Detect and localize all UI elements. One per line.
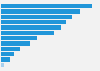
Bar bbox=[1, 52, 14, 56]
Bar bbox=[1, 4, 92, 8]
Bar bbox=[1, 57, 10, 62]
Bar bbox=[1, 20, 66, 24]
Bar bbox=[1, 36, 38, 40]
Bar bbox=[1, 63, 4, 67]
Bar bbox=[1, 41, 30, 46]
Bar bbox=[1, 25, 60, 30]
Bar bbox=[1, 47, 20, 51]
Bar bbox=[1, 9, 80, 14]
Bar bbox=[1, 31, 54, 35]
Bar bbox=[1, 15, 72, 19]
